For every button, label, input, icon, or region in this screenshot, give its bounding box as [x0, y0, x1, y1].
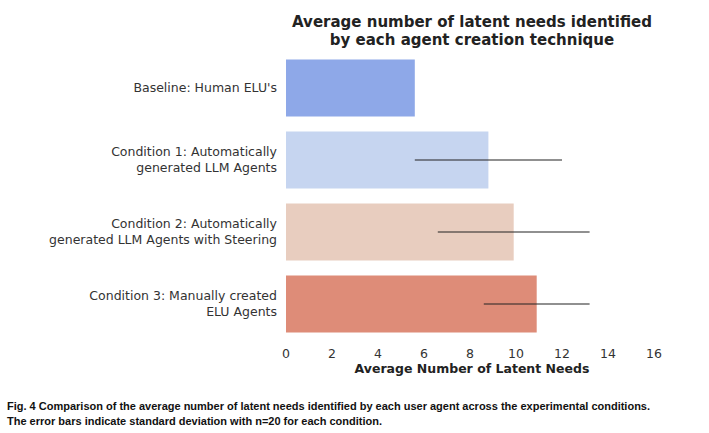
bar [286, 60, 415, 117]
x-tick-label: 8 [466, 346, 474, 361]
error-bar [438, 231, 590, 232]
category-label: Condition 2: Automaticallygenerated LLM … [49, 216, 277, 247]
category-label: Baseline: Human ELU's [133, 80, 277, 95]
error-bar [415, 159, 562, 160]
error-bar [484, 303, 590, 304]
title-line: Average number of latent needs identifie… [292, 13, 652, 31]
x-tick-label: 16 [646, 346, 662, 361]
category-label-line: Condition 1: Automatically [111, 144, 277, 159]
caption: Fig. 4 Comparison of the average number … [7, 400, 650, 427]
category-label: Condition 1: Automaticallygenerated LLM … [111, 144, 277, 175]
chart-root: Average number of latent needs identifie… [0, 0, 709, 433]
category-label-line: Condition 2: Automatically [111, 216, 277, 231]
chart: Average number of latent needs identifie… [0, 0, 709, 433]
category-label-line: ELU Agents [206, 304, 277, 319]
caption-line: The error bars indicate standard deviati… [7, 415, 382, 427]
x-tick-label: 0 [282, 346, 290, 361]
category-label: Condition 3: Manually createdELU Agents [89, 288, 277, 319]
x-tick-label: 10 [508, 346, 524, 361]
caption-line: Fig. 4 Comparison of the average number … [7, 400, 650, 412]
x-tick-label: 2 [328, 346, 336, 361]
x-tick-label: 6 [420, 346, 428, 361]
plot-area [286, 60, 590, 333]
x-tick-label: 12 [554, 346, 570, 361]
x-axis-label: Average Number of Latent Needs [355, 361, 590, 376]
title: Average number of latent needs identifie… [292, 13, 652, 49]
category-label-line: Baseline: Human ELU's [133, 80, 277, 95]
x-tick-label: 4 [374, 346, 382, 361]
category-label-line: Condition 3: Manually created [89, 288, 277, 303]
x-tick-label: 14 [600, 346, 616, 361]
title-line: by each agent creation technique [330, 31, 614, 49]
category-label-line: generated LLM Agents [136, 160, 277, 175]
category-label-line: generated LLM Agents with Steering [49, 232, 277, 247]
